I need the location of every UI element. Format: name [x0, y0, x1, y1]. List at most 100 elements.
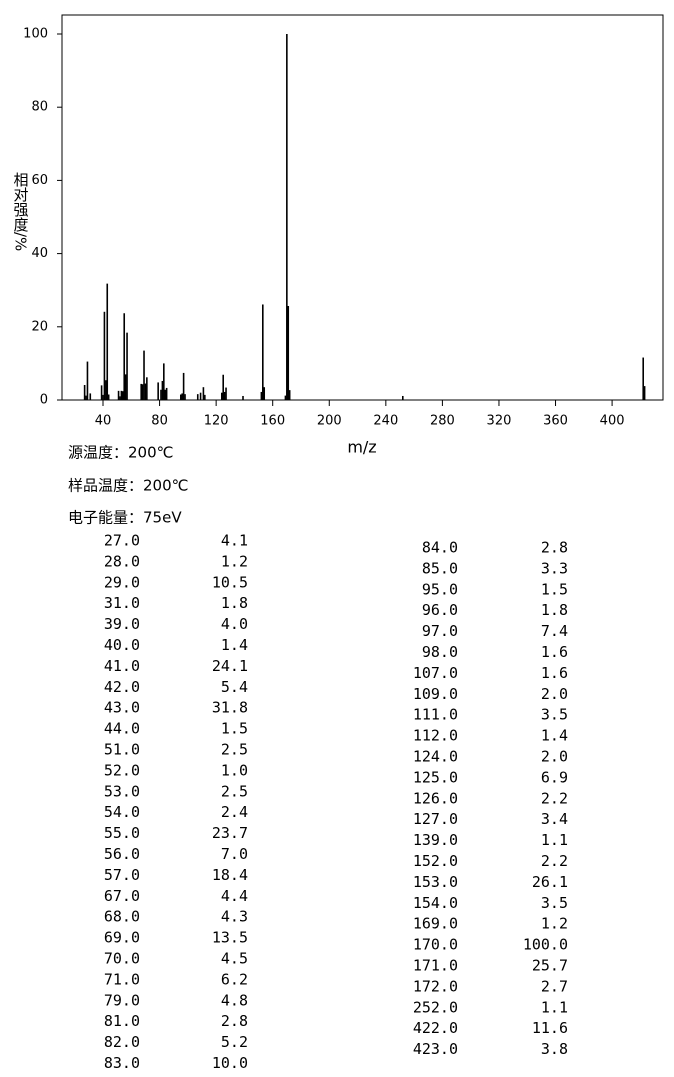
- intensity-cell: 1.1: [541, 831, 568, 849]
- intensity-cell: 1.5: [541, 580, 568, 598]
- mz-cell: 172.0: [413, 977, 458, 995]
- intensity-cell: 4.5: [221, 950, 248, 968]
- mz-cell: 53.0: [104, 782, 140, 800]
- mz-cell: 28.0: [104, 552, 140, 570]
- intensity-cell: 4.3: [221, 908, 248, 926]
- y-tick-label: 100: [23, 27, 48, 42]
- intensity-cell: 2.0: [541, 748, 568, 766]
- intensity-cell: 5.2: [221, 1033, 248, 1051]
- y-tick-label: 0: [40, 393, 48, 408]
- mz-cell: 70.0: [104, 950, 140, 968]
- mz-cell: 127.0: [413, 810, 458, 828]
- mz-cell: 44.0: [104, 720, 140, 738]
- intensity-cell: 31.8: [212, 699, 248, 717]
- mz-cell: 170.0: [413, 936, 458, 954]
- mz-cell: 42.0: [104, 678, 140, 696]
- mz-cell: 29.0: [104, 573, 140, 591]
- mz-cell: 41.0: [104, 657, 140, 675]
- mz-cell: 43.0: [104, 699, 140, 717]
- mz-cell: 51.0: [104, 741, 140, 759]
- mz-cell: 85.0: [422, 559, 458, 577]
- mz-cell: 112.0: [413, 727, 458, 745]
- x-axis-label: m/z: [347, 438, 376, 457]
- x-tick-label: 200: [317, 414, 342, 429]
- intensity-cell: 26.1: [532, 873, 568, 891]
- intensity-cell: 1.6: [541, 643, 568, 661]
- mz-cell: 82.0: [104, 1033, 140, 1051]
- intensity-cell: 13.5: [212, 929, 248, 947]
- intensity-cell: 6.9: [541, 768, 568, 786]
- mz-cell: 111.0: [413, 706, 458, 724]
- intensity-cell: 1.2: [541, 915, 568, 933]
- mz-cell: 169.0: [413, 915, 458, 933]
- y-axis-label: 相对强度/%: [12, 172, 30, 251]
- mz-cell: 68.0: [104, 908, 140, 926]
- y-tick-label: 60: [31, 173, 48, 188]
- x-tick-label: 160: [260, 414, 285, 429]
- intensity-cell: 2.0: [541, 685, 568, 703]
- intensity-cell: 2.8: [221, 1012, 248, 1030]
- intensity-cell: 7.4: [541, 622, 568, 640]
- x-tick-label: 40: [95, 414, 112, 429]
- intensity-cell: 2.5: [221, 782, 248, 800]
- intensity-cell: 3.5: [541, 706, 568, 724]
- plot-frame: [61, 14, 664, 401]
- mz-cell: 39.0: [104, 615, 140, 633]
- intensity-cell: 4.8: [221, 991, 248, 1009]
- intensity-cell: 24.1: [212, 657, 248, 675]
- mz-cell: 79.0: [104, 991, 140, 1009]
- intensity-cell: 100.0: [523, 936, 568, 954]
- intensity-cell: 1.8: [221, 594, 248, 612]
- mz-cell: 154.0: [413, 894, 458, 912]
- intensity-cell: 10.5: [212, 573, 248, 591]
- intensity-cell: 6.2: [221, 970, 248, 988]
- x-tick-label: 240: [373, 414, 398, 429]
- intensity-cell: 3.3: [541, 559, 568, 577]
- mz-cell: 125.0: [413, 768, 458, 786]
- intensity-cell: 2.7: [541, 977, 568, 995]
- x-tick-label: 320: [487, 414, 512, 429]
- intensity-cell: 2.2: [541, 789, 568, 807]
- mz-cell: 126.0: [413, 789, 458, 807]
- mz-cell: 139.0: [413, 831, 458, 849]
- mz-cell: 83.0: [104, 1054, 140, 1072]
- x-tick-label: 120: [204, 414, 229, 429]
- intensity-cell: 1.4: [541, 727, 568, 745]
- intensity-cell: 2.2: [541, 852, 568, 870]
- mz-cell: 81.0: [104, 1012, 140, 1030]
- intensity-cell: 25.7: [532, 957, 568, 975]
- mz-cell: 252.0: [413, 998, 458, 1016]
- mz-cell: 27.0: [104, 532, 140, 550]
- x-tick-label: 80: [151, 414, 168, 429]
- mz-cell: 84.0: [422, 539, 458, 557]
- mz-cell: 96.0: [422, 601, 458, 619]
- intensity-cell: 2.5: [221, 741, 248, 759]
- intensity-cell: 1.0: [221, 761, 248, 779]
- intensity-cell: 5.4: [221, 678, 248, 696]
- mz-cell: 423.0: [413, 1040, 458, 1058]
- x-tick-label: 400: [600, 414, 625, 429]
- mz-cell: 422.0: [413, 1019, 458, 1037]
- intensity-cell: 11.6: [532, 1019, 568, 1037]
- intensity-cell: 1.5: [221, 720, 248, 738]
- mz-cell: 109.0: [413, 685, 458, 703]
- intensity-cell: 1.2: [221, 552, 248, 570]
- mz-cell: 171.0: [413, 957, 458, 975]
- mz-cell: 71.0: [104, 970, 140, 988]
- intensity-cell: 3.8: [541, 1040, 568, 1058]
- info-line: 电子能量：75eV: [68, 509, 182, 527]
- info-line: 样品温度：200℃: [68, 477, 188, 495]
- mz-cell: 54.0: [104, 803, 140, 821]
- y-tick-label: 80: [31, 100, 48, 115]
- intensity-cell: 10.0: [212, 1054, 248, 1072]
- mz-cell: 56.0: [104, 845, 140, 863]
- mz-cell: 107.0: [413, 664, 458, 682]
- intensity-cell: 1.8: [541, 601, 568, 619]
- intensity-cell: 1.1: [541, 998, 568, 1016]
- intensity-cell: 1.4: [221, 636, 248, 654]
- intensity-cell: 3.5: [541, 894, 568, 912]
- mz-cell: 69.0: [104, 929, 140, 947]
- intensity-cell: 7.0: [221, 845, 248, 863]
- intensity-cell: 2.8: [541, 539, 568, 557]
